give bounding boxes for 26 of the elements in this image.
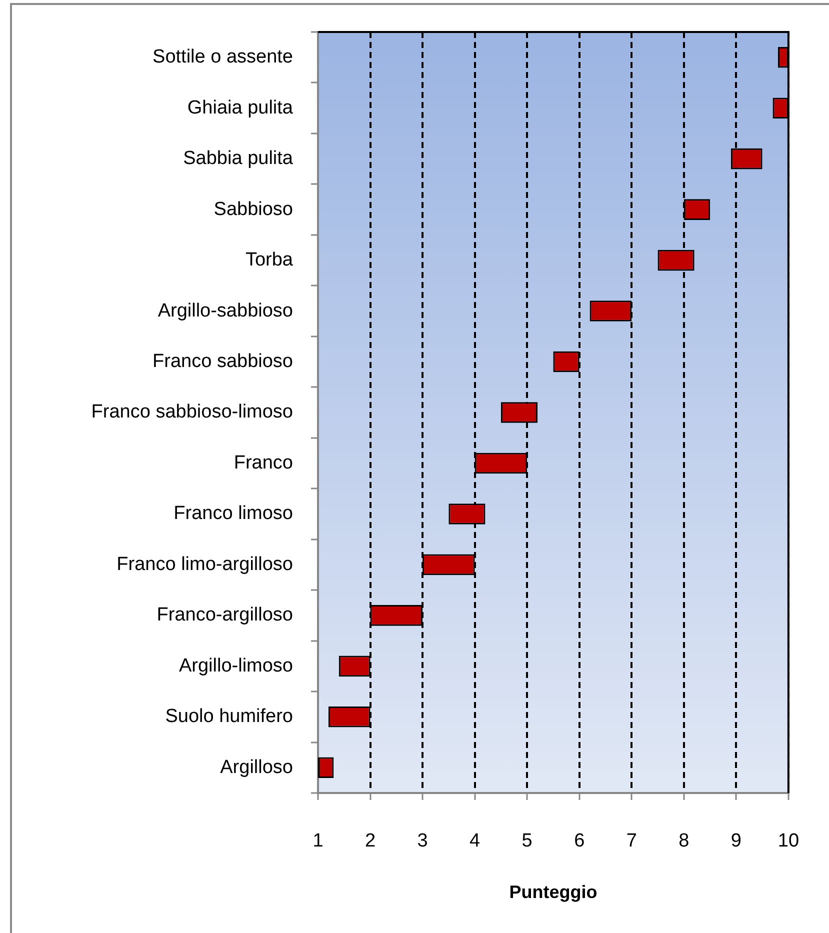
y-tick-label: Franco limo-argilloso: [116, 554, 293, 575]
x-tick-label: 6: [574, 830, 585, 852]
x-tick-label: 4: [470, 830, 481, 852]
y-tick-label: Franco: [234, 452, 293, 474]
x-tick-label: 8: [678, 830, 690, 852]
y-tick-label: Franco limoso: [174, 503, 293, 524]
y-tick-label: Argillo-limoso: [178, 655, 293, 676]
y-tick-label: Sabbia pulita: [183, 148, 294, 170]
x-tick-label: 1: [312, 830, 324, 852]
x-axis-title: Punteggio: [509, 882, 598, 902]
x-tick-label: 5: [522, 830, 532, 852]
y-tick-label: Argilloso: [220, 756, 293, 778]
x-tick-label: 3: [417, 830, 428, 852]
y-tick-label: Ghiaia pulita: [187, 97, 294, 118]
y-tick-label: Sottile o assente: [152, 46, 293, 68]
y-tick-label: Franco sabbioso-limoso: [91, 402, 293, 423]
x-tick-label: 7: [626, 830, 637, 852]
y-tick-label: Suolo humifero: [165, 706, 293, 728]
x-tick-label: 2: [364, 830, 376, 852]
x-tick-label: 10: [778, 830, 800, 852]
y-tick-label: Franco-argilloso: [156, 604, 293, 626]
x-tick-label: 9: [730, 830, 742, 852]
y-tick-label: Franco sabbioso: [152, 351, 293, 372]
y-tick-label: Argillo-sabbioso: [158, 300, 293, 322]
y-tick-label: Sabbioso: [214, 198, 293, 220]
y-tick-label: Torba: [245, 250, 294, 271]
